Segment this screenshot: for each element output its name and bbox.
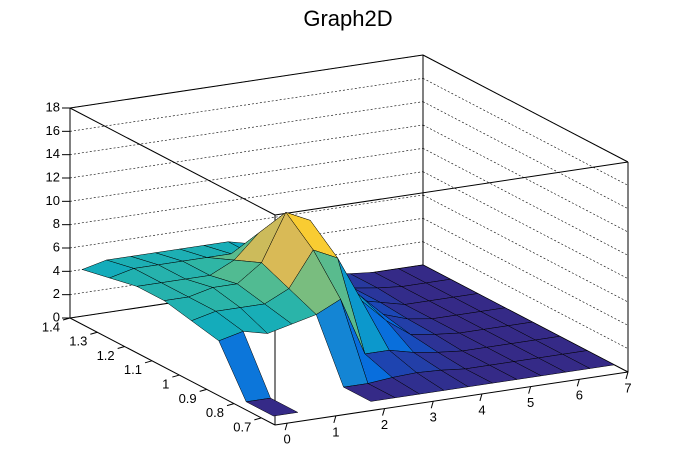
box-edge	[274, 161, 629, 216]
z-tick-label: 2	[53, 286, 60, 301]
x-tick-label: 3	[430, 410, 437, 425]
x-tick-label: 7	[624, 380, 631, 395]
z-tick-label: 6	[53, 239, 60, 254]
y-tick	[62, 317, 71, 321]
y-tick-label: 0.9	[179, 391, 197, 406]
z-tick-label: 12	[46, 169, 60, 184]
grid-line	[422, 101, 629, 209]
z-tick-label: 14	[46, 146, 60, 161]
y-tick	[144, 360, 153, 364]
x-tick-label: 5	[527, 395, 534, 410]
x-tick	[625, 371, 629, 380]
y-tick	[199, 388, 207, 392]
z-tick-label: 4	[53, 263, 60, 278]
x-tick	[430, 401, 434, 409]
y-tick-label: 1	[162, 377, 169, 392]
grid-line	[69, 148, 424, 202]
y-tick	[117, 346, 125, 350]
x-tick	[479, 393, 483, 402]
x-tick	[576, 379, 580, 387]
chart-title: Graph2D	[303, 6, 392, 31]
x-tick-label: 4	[478, 402, 485, 417]
x-tick-label: 6	[576, 388, 583, 403]
grid-line	[422, 78, 629, 186]
grid-line	[69, 218, 424, 272]
grid-line	[422, 148, 629, 256]
y-tick-label: 1.3	[69, 334, 87, 349]
x-tick-label: 2	[381, 417, 388, 432]
y-tick	[172, 374, 180, 378]
grid-line	[69, 54, 424, 109]
grid-line	[69, 124, 424, 179]
y-tick	[90, 331, 98, 335]
grid-line	[422, 194, 629, 303]
grid-line	[422, 241, 629, 349]
x-tick-label: 0	[284, 432, 291, 447]
y-axis	[69, 317, 276, 426]
y-tick-label: 1.2	[97, 348, 115, 363]
y-tick-label: 1.1	[124, 362, 142, 377]
x-tick-label: 1	[332, 424, 339, 439]
y-tick	[254, 417, 262, 421]
x-tick	[284, 423, 288, 431]
y-tick	[226, 403, 235, 407]
z-tick-label: 8	[53, 216, 60, 231]
z-tick-label: 10	[46, 193, 60, 208]
grid-line	[69, 78, 424, 132]
x-axis	[274, 371, 629, 426]
z-tick-label: 16	[46, 123, 60, 138]
surface-cell	[245, 397, 299, 417]
x-tick	[382, 408, 386, 416]
grid-line	[422, 124, 629, 233]
grid-line	[69, 171, 424, 225]
y-tick-label: 0.8	[206, 405, 224, 420]
grid-line	[69, 241, 424, 295]
y-tick-label: 1.4	[42, 319, 60, 334]
grid-line	[422, 54, 629, 163]
surface-cell	[342, 383, 397, 402]
x-tick	[528, 386, 532, 394]
y-tick-label: 0.7	[233, 419, 251, 434]
z-tick-label: 18	[46, 99, 60, 114]
z-tick-label: 0	[53, 309, 60, 324]
box-edge	[69, 107, 276, 216]
x-tick	[333, 415, 337, 423]
grid-line	[69, 194, 424, 249]
surface-cell	[218, 331, 271, 403]
grid-line	[422, 171, 629, 279]
grid-line	[422, 218, 629, 326]
grid-line	[69, 101, 424, 155]
